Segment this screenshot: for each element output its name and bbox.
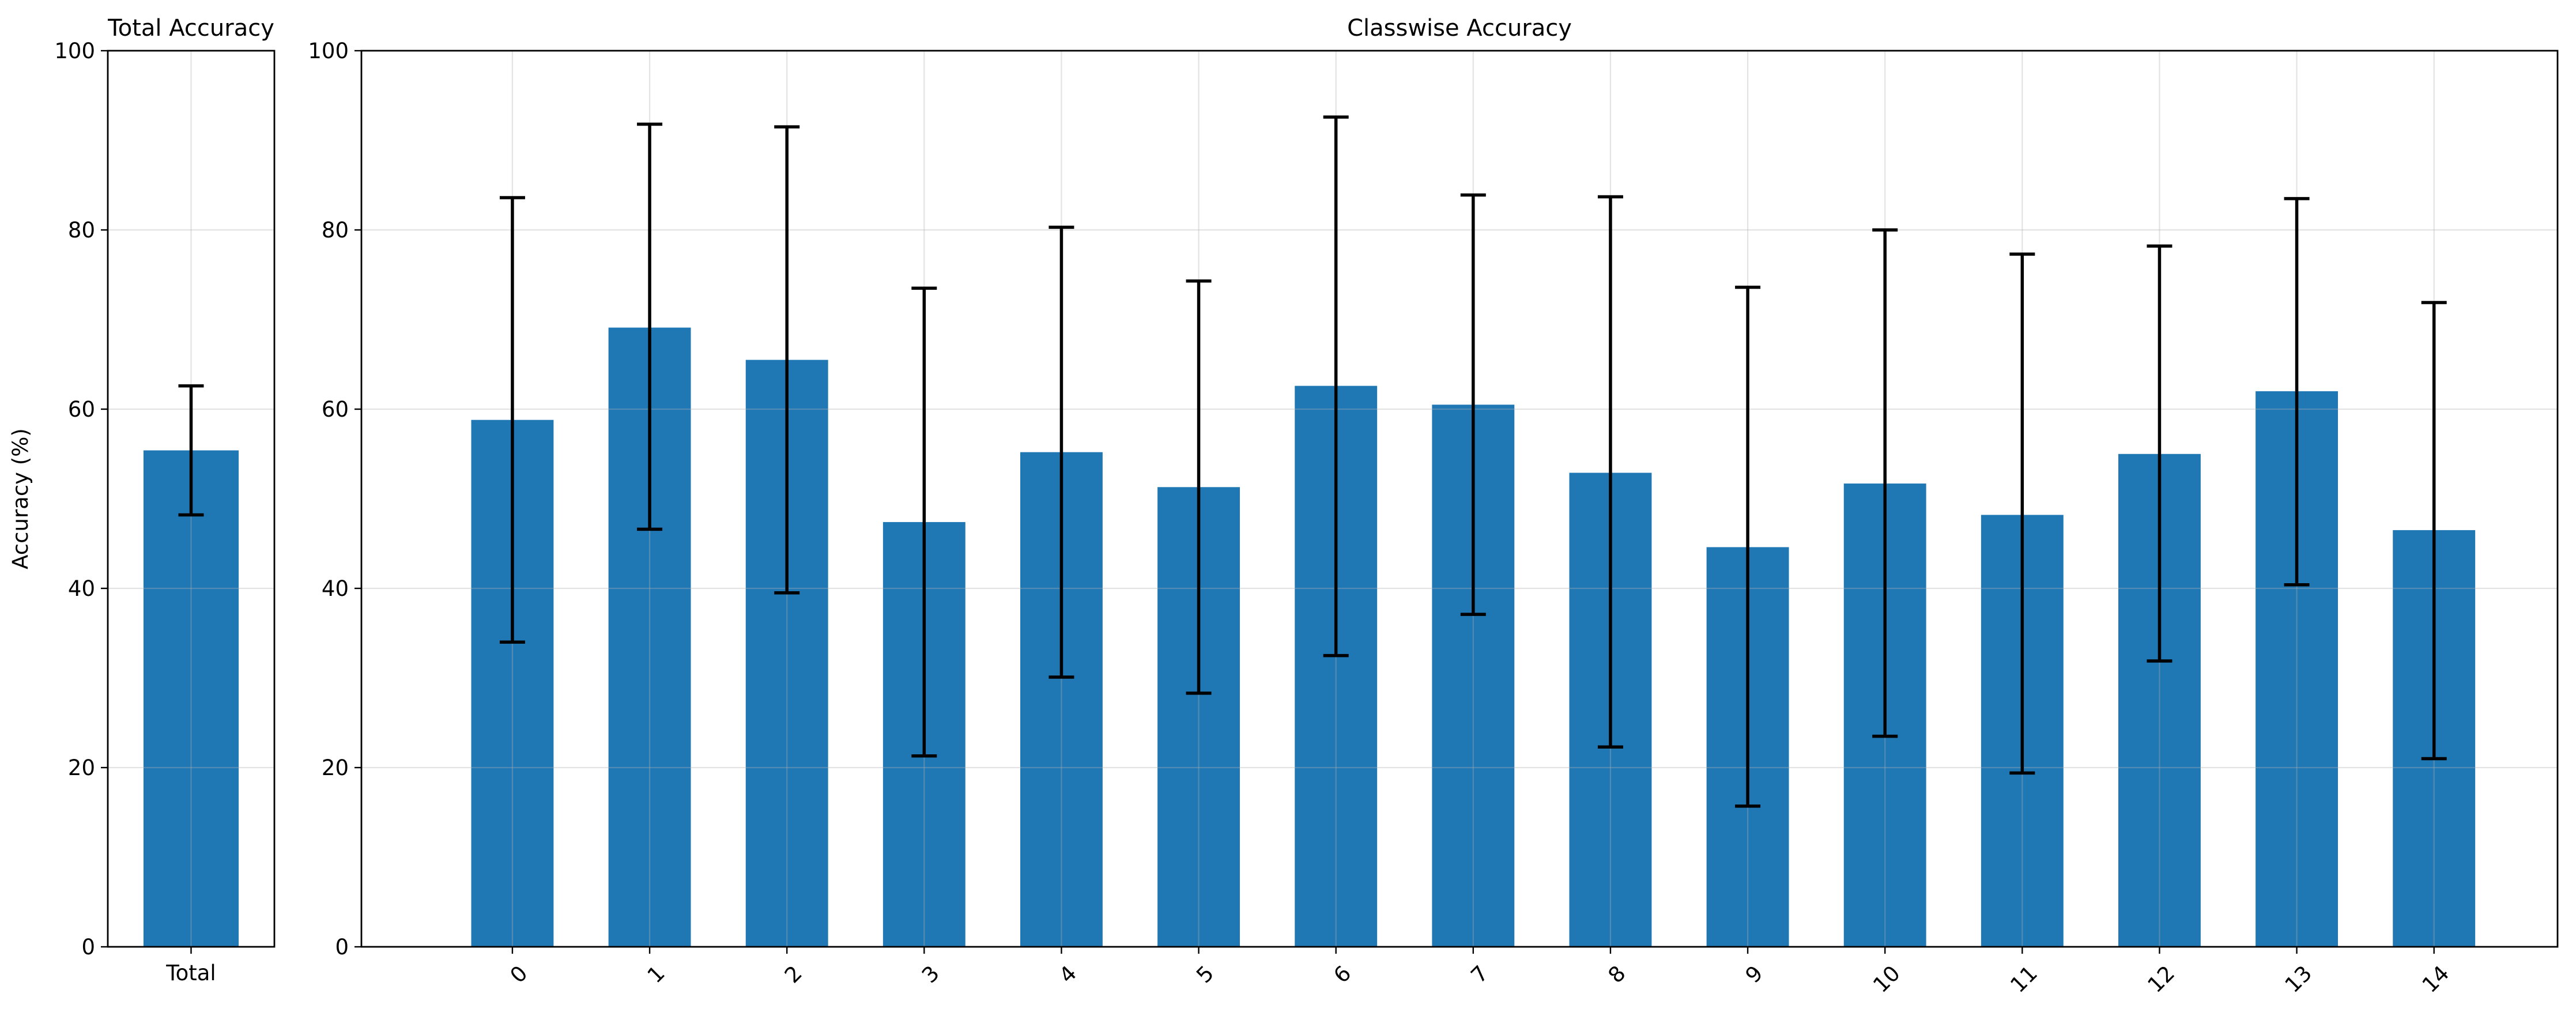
x-tick-label: 6	[1329, 961, 1356, 988]
chart-title: Classwise Accuracy	[1347, 15, 1572, 41]
y-tick-label: 20	[322, 755, 349, 780]
x-tick-label: 1	[643, 961, 670, 988]
y-tick-label: 0	[81, 935, 95, 959]
x-tick-label: 12	[2143, 961, 2179, 998]
x-tick-label: 7	[1466, 961, 1493, 988]
y-tick-label: 80	[68, 218, 95, 243]
chart-title: Total Accuracy	[107, 15, 274, 41]
x-tick-label: 10	[1868, 961, 1905, 998]
y-tick-label: 60	[68, 397, 95, 422]
x-tick-label: 5	[1191, 961, 1219, 988]
y-axis-label: Accuracy (%)	[8, 428, 33, 569]
x-tick-label: 13	[2280, 961, 2317, 998]
y-tick-label: 100	[54, 39, 95, 63]
y-tick-label: 80	[322, 218, 349, 243]
y-tick-label: 60	[322, 397, 349, 422]
x-tick-label: 3	[917, 961, 944, 988]
y-tick-label: 40	[322, 576, 349, 601]
y-tick-label: 20	[68, 755, 95, 780]
x-tick-label: 14	[2417, 961, 2454, 998]
x-tick-label: Total	[165, 961, 216, 985]
x-tick-label: 8	[1604, 961, 1631, 988]
y-tick-label: 100	[308, 39, 349, 63]
y-tick-label: 0	[335, 935, 349, 959]
y-tick-label: 40	[68, 576, 95, 601]
x-tick-label: 2	[780, 961, 807, 988]
x-tick-label: 4	[1054, 961, 1081, 988]
x-tick-label: 11	[2005, 961, 2042, 998]
x-tick-label: 0	[506, 961, 533, 988]
bar	[143, 450, 239, 947]
x-tick-label: 9	[1741, 961, 1768, 988]
total-accuracy-panel: 0 20 40 60 80 100 Total Total Accuracy Accuracy …	[8, 15, 276, 985]
plot-frame	[360, 50, 2559, 948]
